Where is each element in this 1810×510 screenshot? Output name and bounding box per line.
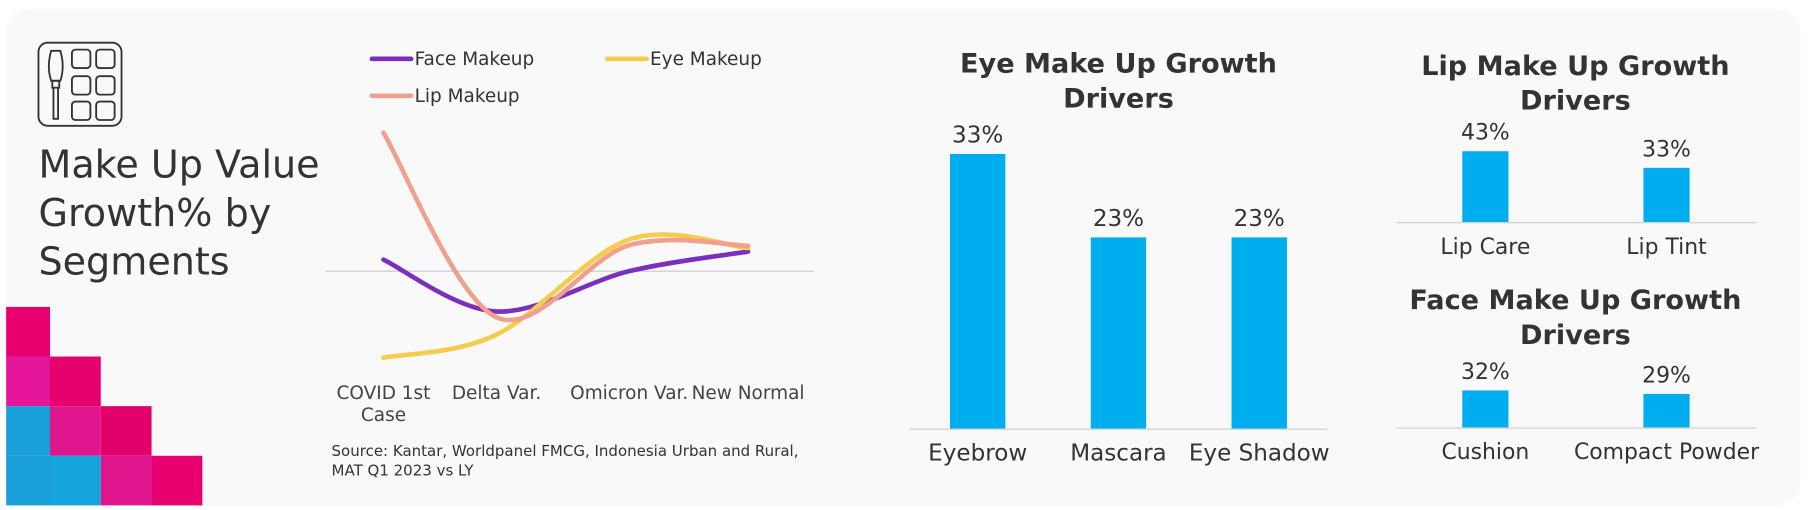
x-tick-label: Omicron Var. — [570, 381, 689, 404]
value-label: 43% — [1461, 121, 1510, 146]
series-line — [381, 130, 751, 323]
x-tick-label-box: New Normal — [691, 381, 805, 404]
x-tick-label-box: COVID 1st Case — [336, 381, 431, 426]
series-line — [381, 232, 751, 360]
chart-title: Face Make Up Growth Drivers — [1409, 283, 1742, 351]
x-tick-label: Eye Shadow — [1189, 440, 1330, 466]
value-label: 29% — [1642, 363, 1691, 388]
value-label: 32% — [1461, 360, 1510, 385]
palette-icon — [37, 41, 123, 127]
bar — [1462, 151, 1509, 223]
legend-label: Lip Makeup — [415, 86, 520, 107]
bar — [1462, 390, 1509, 429]
card — [6, 9, 1801, 506]
x-tick-label: Eyebrow — [928, 440, 1027, 466]
value-label: 23% — [1093, 206, 1144, 232]
decor-squares — [6, 306, 203, 506]
chart-title: Eye Make Up Growth Drivers — [960, 47, 1277, 115]
value-label: 23% — [1234, 206, 1285, 232]
title-box: Make Up Value Growth% by Segments — [38, 141, 320, 284]
x-tick-label-box: Omicron Var. — [570, 381, 689, 404]
source-box: Source: Kantar, Worldpanel FMCG, Indones… — [331, 443, 799, 480]
x-tick-label: Delta Var. — [451, 381, 542, 404]
bar — [1643, 393, 1690, 429]
x-tick-label: New Normal — [691, 381, 805, 404]
main-title: Make Up Value Growth% by Segments — [38, 141, 320, 284]
legend-label: Eye Makeup — [650, 49, 762, 70]
bar — [950, 153, 1006, 430]
x-tick-label: Cushion — [1441, 440, 1529, 465]
value-label: 33% — [1642, 137, 1691, 162]
legend-label: Face Makeup — [415, 49, 535, 70]
x-tick-label-box: Delta Var. — [451, 381, 542, 404]
bar — [1231, 237, 1287, 430]
x-tick-label: COVID 1st Case — [336, 381, 431, 426]
chart-title-box: Face Make Up Growth Drivers — [1409, 283, 1742, 351]
chart-title: Lip Make Up Growth Drivers — [1421, 49, 1730, 117]
chart-title-box: Lip Make Up Growth Drivers — [1421, 49, 1730, 117]
source-note: Source: Kantar, Worldpanel FMCG, Indones… — [331, 443, 799, 480]
bar — [1643, 167, 1690, 223]
chart-title-box: Eye Make Up Growth Drivers — [960, 47, 1277, 115]
x-tick-label: Compact Powder — [1574, 440, 1759, 465]
value-label: 33% — [952, 122, 1003, 148]
x-tick-label: Lip Tint — [1626, 235, 1707, 260]
x-tick-label: Mascara — [1070, 440, 1166, 466]
x-tick-label: Lip Care — [1440, 235, 1530, 260]
bar — [1090, 237, 1147, 430]
